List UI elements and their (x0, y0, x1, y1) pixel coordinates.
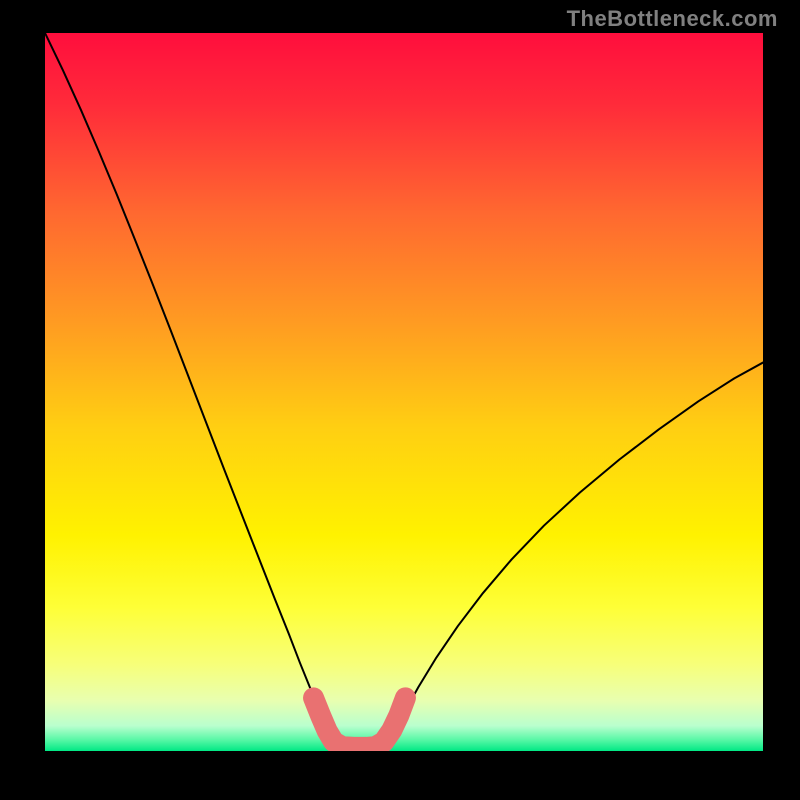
chart-canvas: TheBottleneck.com (0, 0, 800, 800)
watermark-label: TheBottleneck.com (567, 6, 778, 32)
chart-svg (45, 33, 763, 751)
gradient-background (45, 33, 763, 751)
plot-area (45, 33, 763, 751)
